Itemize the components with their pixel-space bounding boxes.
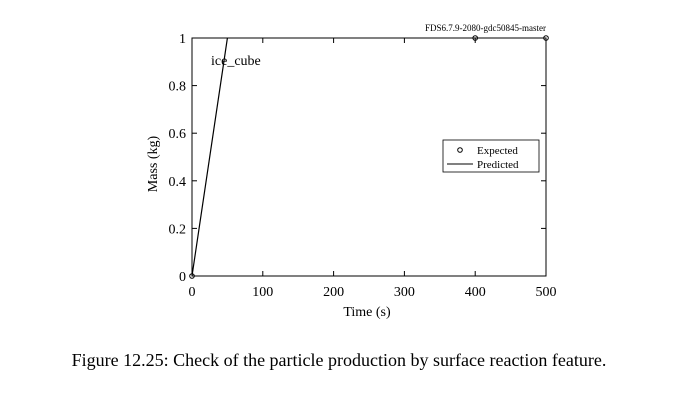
legend-box bbox=[442, 139, 540, 173]
expected-marker bbox=[189, 273, 195, 279]
x-tick-label: 0 bbox=[189, 285, 196, 300]
chart-legend: Expected Predicted bbox=[442, 139, 540, 173]
series-annotation: ice_cube bbox=[211, 54, 261, 69]
chart-axes bbox=[191, 37, 547, 277]
x-axis-label: Time (s) bbox=[343, 305, 391, 320]
y-axis-label: Mass (kg) bbox=[146, 135, 161, 192]
data-series bbox=[192, 38, 228, 276]
predicted-line bbox=[192, 38, 228, 276]
x-tick-label: 200 bbox=[323, 285, 344, 300]
x-tick-label: 100 bbox=[252, 285, 273, 300]
expected-markers bbox=[189, 35, 549, 279]
y-tick-label: 0.4 bbox=[169, 175, 187, 190]
y-tick-label: 1 bbox=[179, 32, 186, 47]
expected-marker bbox=[543, 35, 549, 41]
x-tick-label: 400 bbox=[465, 285, 486, 300]
chart-figure: FDS6.7.9-2080-gdc50845-master 0 100 200 300… bbox=[146, 23, 557, 320]
y-tick-label: 0.6 bbox=[169, 127, 187, 142]
version-tag: FDS6.7.9-2080-gdc50845-master bbox=[425, 23, 546, 33]
x-tick-label: 300 bbox=[394, 285, 415, 300]
legend-label: Predicted bbox=[477, 159, 519, 171]
y-tick-label: 0.2 bbox=[169, 222, 187, 237]
plot-area bbox=[192, 38, 228, 276]
figure-caption: Figure 12.25: Check of the particle prod… bbox=[71, 350, 607, 370]
expected-marker bbox=[472, 35, 479, 41]
y-tick-label: 0.8 bbox=[169, 80, 187, 95]
y-tick-labels: 0 0.2 0.4 0.6 0.8 1 bbox=[169, 32, 187, 285]
x-tick-labels: 0 100 200 300 400 500 bbox=[189, 285, 557, 300]
y-tick-label: 0 bbox=[179, 270, 186, 285]
legend-marker-swatch bbox=[457, 147, 463, 153]
x-tick-label: 500 bbox=[536, 285, 557, 300]
legend-label: Expected bbox=[477, 145, 518, 157]
plot-frame bbox=[191, 37, 547, 277]
